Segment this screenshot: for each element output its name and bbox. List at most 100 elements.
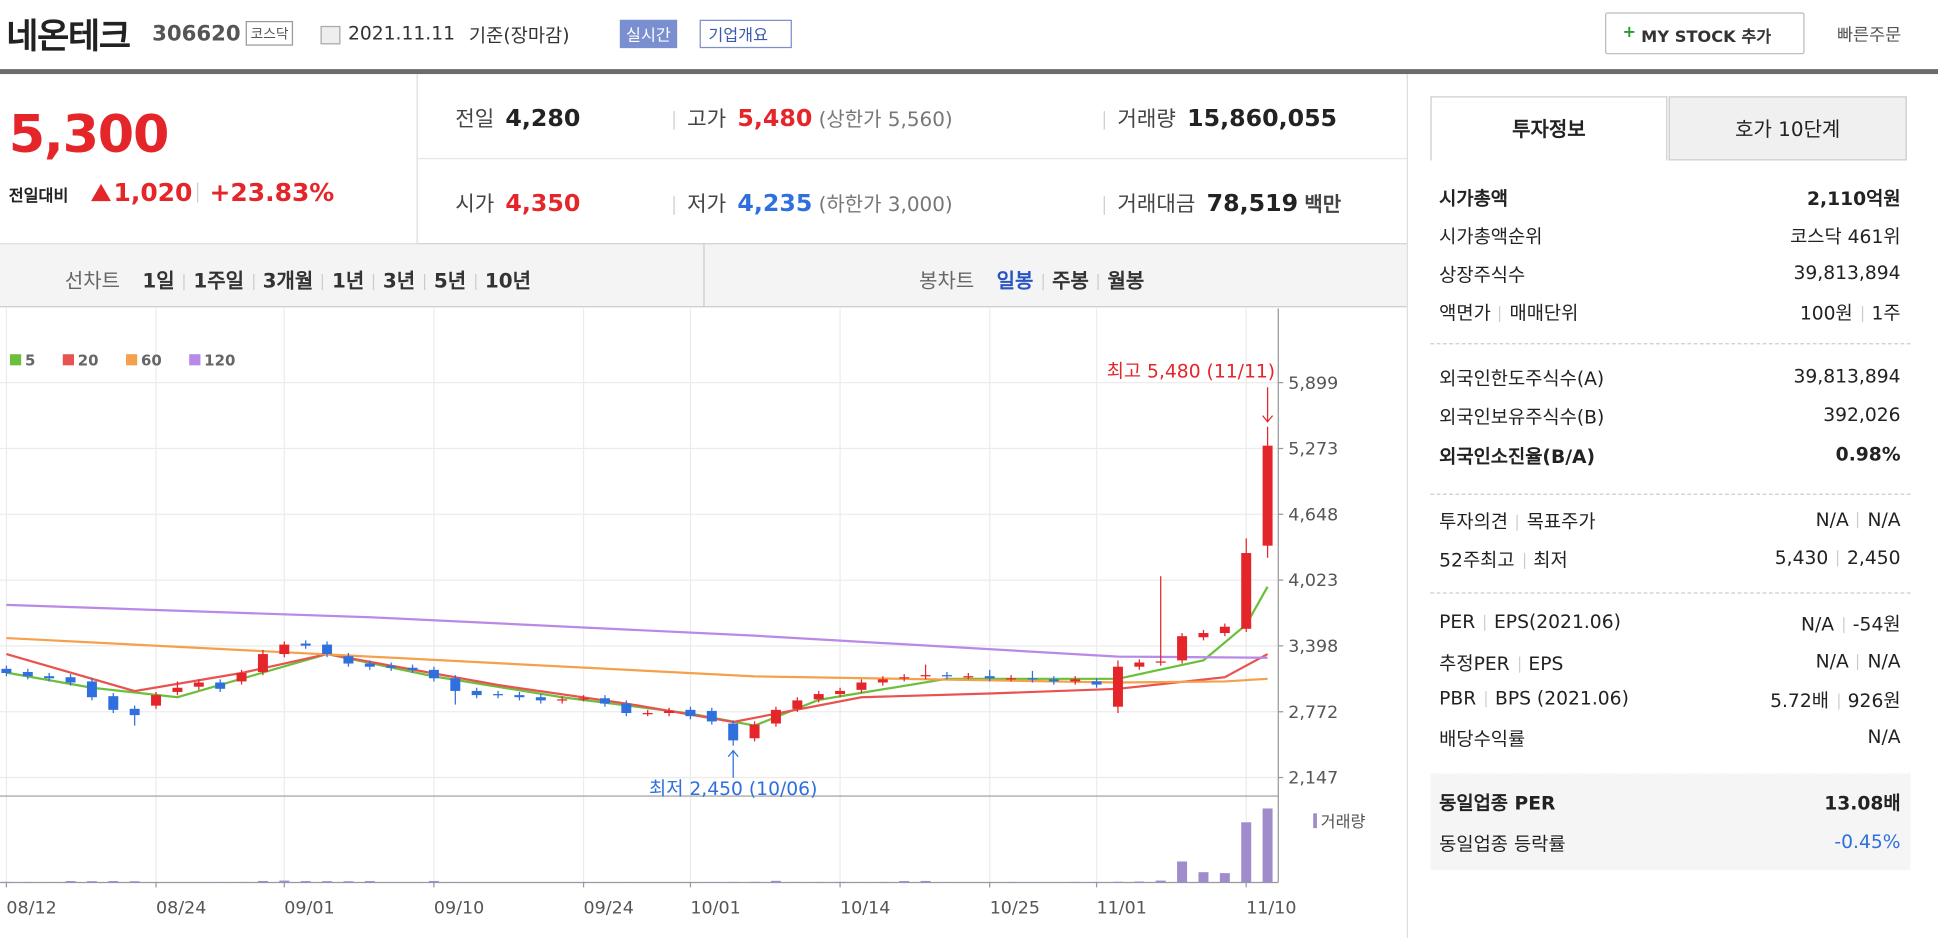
label-part: 외국인보유주식수(B) — [1439, 406, 1605, 429]
volume-bar — [129, 881, 140, 883]
label-part: 시가총액 — [1439, 187, 1508, 210]
candle-body — [471, 690, 482, 696]
quote-value: 15,860,055 — [1187, 104, 1338, 133]
quote-cell: 저가 4,235 (하한가 3,000) — [673, 186, 953, 218]
candle-body — [215, 682, 226, 689]
volume-bar — [920, 880, 931, 883]
quote-divider — [417, 157, 1407, 160]
value-part: 1주 — [1871, 302, 1901, 325]
y-tick-label: 4,648 — [1288, 506, 1338, 526]
period-tab[interactable]: 1일 — [142, 269, 175, 293]
info-label: 추정PER EPS — [1439, 650, 1563, 676]
candle-body — [300, 643, 311, 646]
candle-body — [1, 668, 12, 674]
value-part: 5,430 — [1774, 546, 1829, 569]
candle-body — [856, 682, 867, 690]
info-value: 코스닥 461위 — [1790, 223, 1901, 249]
chart-tabs: 선차트 1일 1주일 3개월 1년 3년 5년 10년 봉차트 일봉 주봉 월봉 — [0, 244, 1407, 308]
quote-value: 4,350 — [505, 190, 581, 218]
candle-body — [129, 708, 140, 716]
ma-line — [6, 636, 1268, 684]
candle-body — [428, 669, 439, 679]
info-value: -0.45% — [1834, 831, 1900, 853]
info-label: 시가총액순위 — [1439, 223, 1542, 249]
quote-value: 4,280 — [505, 104, 581, 133]
candle-body — [984, 676, 995, 679]
x-tick-label: 09/01 — [284, 898, 334, 918]
line-tabs: 선차트 1일 1주일 3개월 1년 3년 5년 10년 — [65, 264, 531, 294]
candle-body — [322, 644, 333, 655]
volume-bar — [1262, 808, 1273, 883]
volume-bar — [279, 880, 290, 883]
plus-icon: + — [1622, 23, 1637, 42]
calendar-icon — [320, 25, 341, 45]
period-tab[interactable]: 3개월 — [262, 269, 314, 293]
candle-period-tab[interactable]: 일봉 — [996, 269, 1034, 293]
quick-order[interactable]: 빠른주문 — [1836, 25, 1902, 46]
separator — [1857, 654, 1859, 671]
volume-bar — [300, 881, 311, 883]
label-part: 외국인소진율(B/A) — [1439, 445, 1596, 468]
separator — [423, 273, 426, 291]
realtime-button[interactable]: 실시간 — [619, 19, 678, 49]
candle-body — [557, 699, 568, 701]
volume-bar — [65, 881, 76, 883]
period-tab[interactable]: 5년 — [433, 269, 467, 293]
value-part: 100원 — [1799, 302, 1853, 325]
info-label: 배당수익률 — [1439, 726, 1525, 752]
tabs-divider — [703, 244, 705, 307]
separator — [474, 273, 477, 291]
change-label: 전일대비 — [8, 187, 69, 207]
info-label: 액면가 매매단위 — [1439, 300, 1578, 326]
info-value: 100원 1주 — [1800, 300, 1901, 326]
period-tab[interactable]: 1주일 — [193, 269, 244, 293]
y-tick-label: 2,772 — [1288, 703, 1338, 723]
legend-label: 60 — [141, 351, 162, 369]
y-tick-label: 4,023 — [1288, 571, 1338, 591]
label-part: PER — [1439, 610, 1476, 634]
info-tab[interactable]: 호가 10단계 — [1668, 96, 1907, 161]
candle-body — [792, 700, 803, 709]
chart: 5,899 5,273 4,648 4,023 3,398 2,772 2,147 08/12… — [0, 308, 1366, 918]
info-value: N/A N/A — [1816, 650, 1901, 672]
quote-border — [417, 243, 1407, 245]
separator — [252, 273, 254, 291]
legend-label: 120 — [204, 351, 235, 369]
header-rule — [0, 69, 1938, 75]
separator — [1485, 691, 1487, 708]
volume-bar — [1070, 881, 1081, 883]
volume-bar — [1177, 861, 1188, 883]
candle-body — [1262, 445, 1273, 546]
info-tab[interactable]: 투자정보 — [1430, 96, 1668, 161]
candle-period-tab[interactable]: 월봉 — [1107, 269, 1145, 293]
candle-body — [493, 694, 504, 696]
info-label: 상장주식수 — [1439, 262, 1525, 288]
label-part: 시가총액순위 — [1439, 225, 1543, 249]
period-tab[interactable]: 1년 — [331, 269, 365, 293]
info-label: 동일업종 등락률 — [1439, 831, 1565, 857]
label-part: 목표주가 — [1526, 510, 1596, 534]
x-tick-label: 10/25 — [990, 898, 1040, 918]
info-value: 13.08배 — [1824, 790, 1900, 816]
change-pct: +23.83% — [209, 177, 335, 208]
period-tab[interactable]: 3년 — [382, 269, 416, 293]
volume-bar — [1241, 822, 1252, 883]
info-label: 외국인보유주식수(B) — [1439, 404, 1604, 430]
info-value: 2,110억원 — [1807, 185, 1901, 211]
legend-swatch — [126, 354, 138, 366]
quote-label: 고가 — [687, 107, 727, 133]
label-part: 상장주식수 — [1439, 264, 1526, 287]
quote-divider — [673, 195, 675, 215]
period-tab[interactable]: 10년 — [484, 269, 531, 293]
mystock-button[interactable]: + MY STOCK 추가 — [1605, 12, 1805, 55]
label-part: 추정PER — [1439, 652, 1510, 676]
y-tick-label: 3,398 — [1288, 637, 1338, 657]
candle-body — [1006, 678, 1017, 680]
volume-bar — [1155, 880, 1166, 883]
info-label: 외국인한도주식수(A) — [1439, 365, 1604, 391]
legend-label: 20 — [78, 351, 99, 369]
candle-period-tab[interactable]: 주봉 — [1052, 269, 1089, 293]
overview-button[interactable]: 기업개요 — [699, 19, 792, 49]
quote-value: 4,235 — [737, 190, 813, 218]
x-tick-label: 08/24 — [156, 898, 206, 918]
